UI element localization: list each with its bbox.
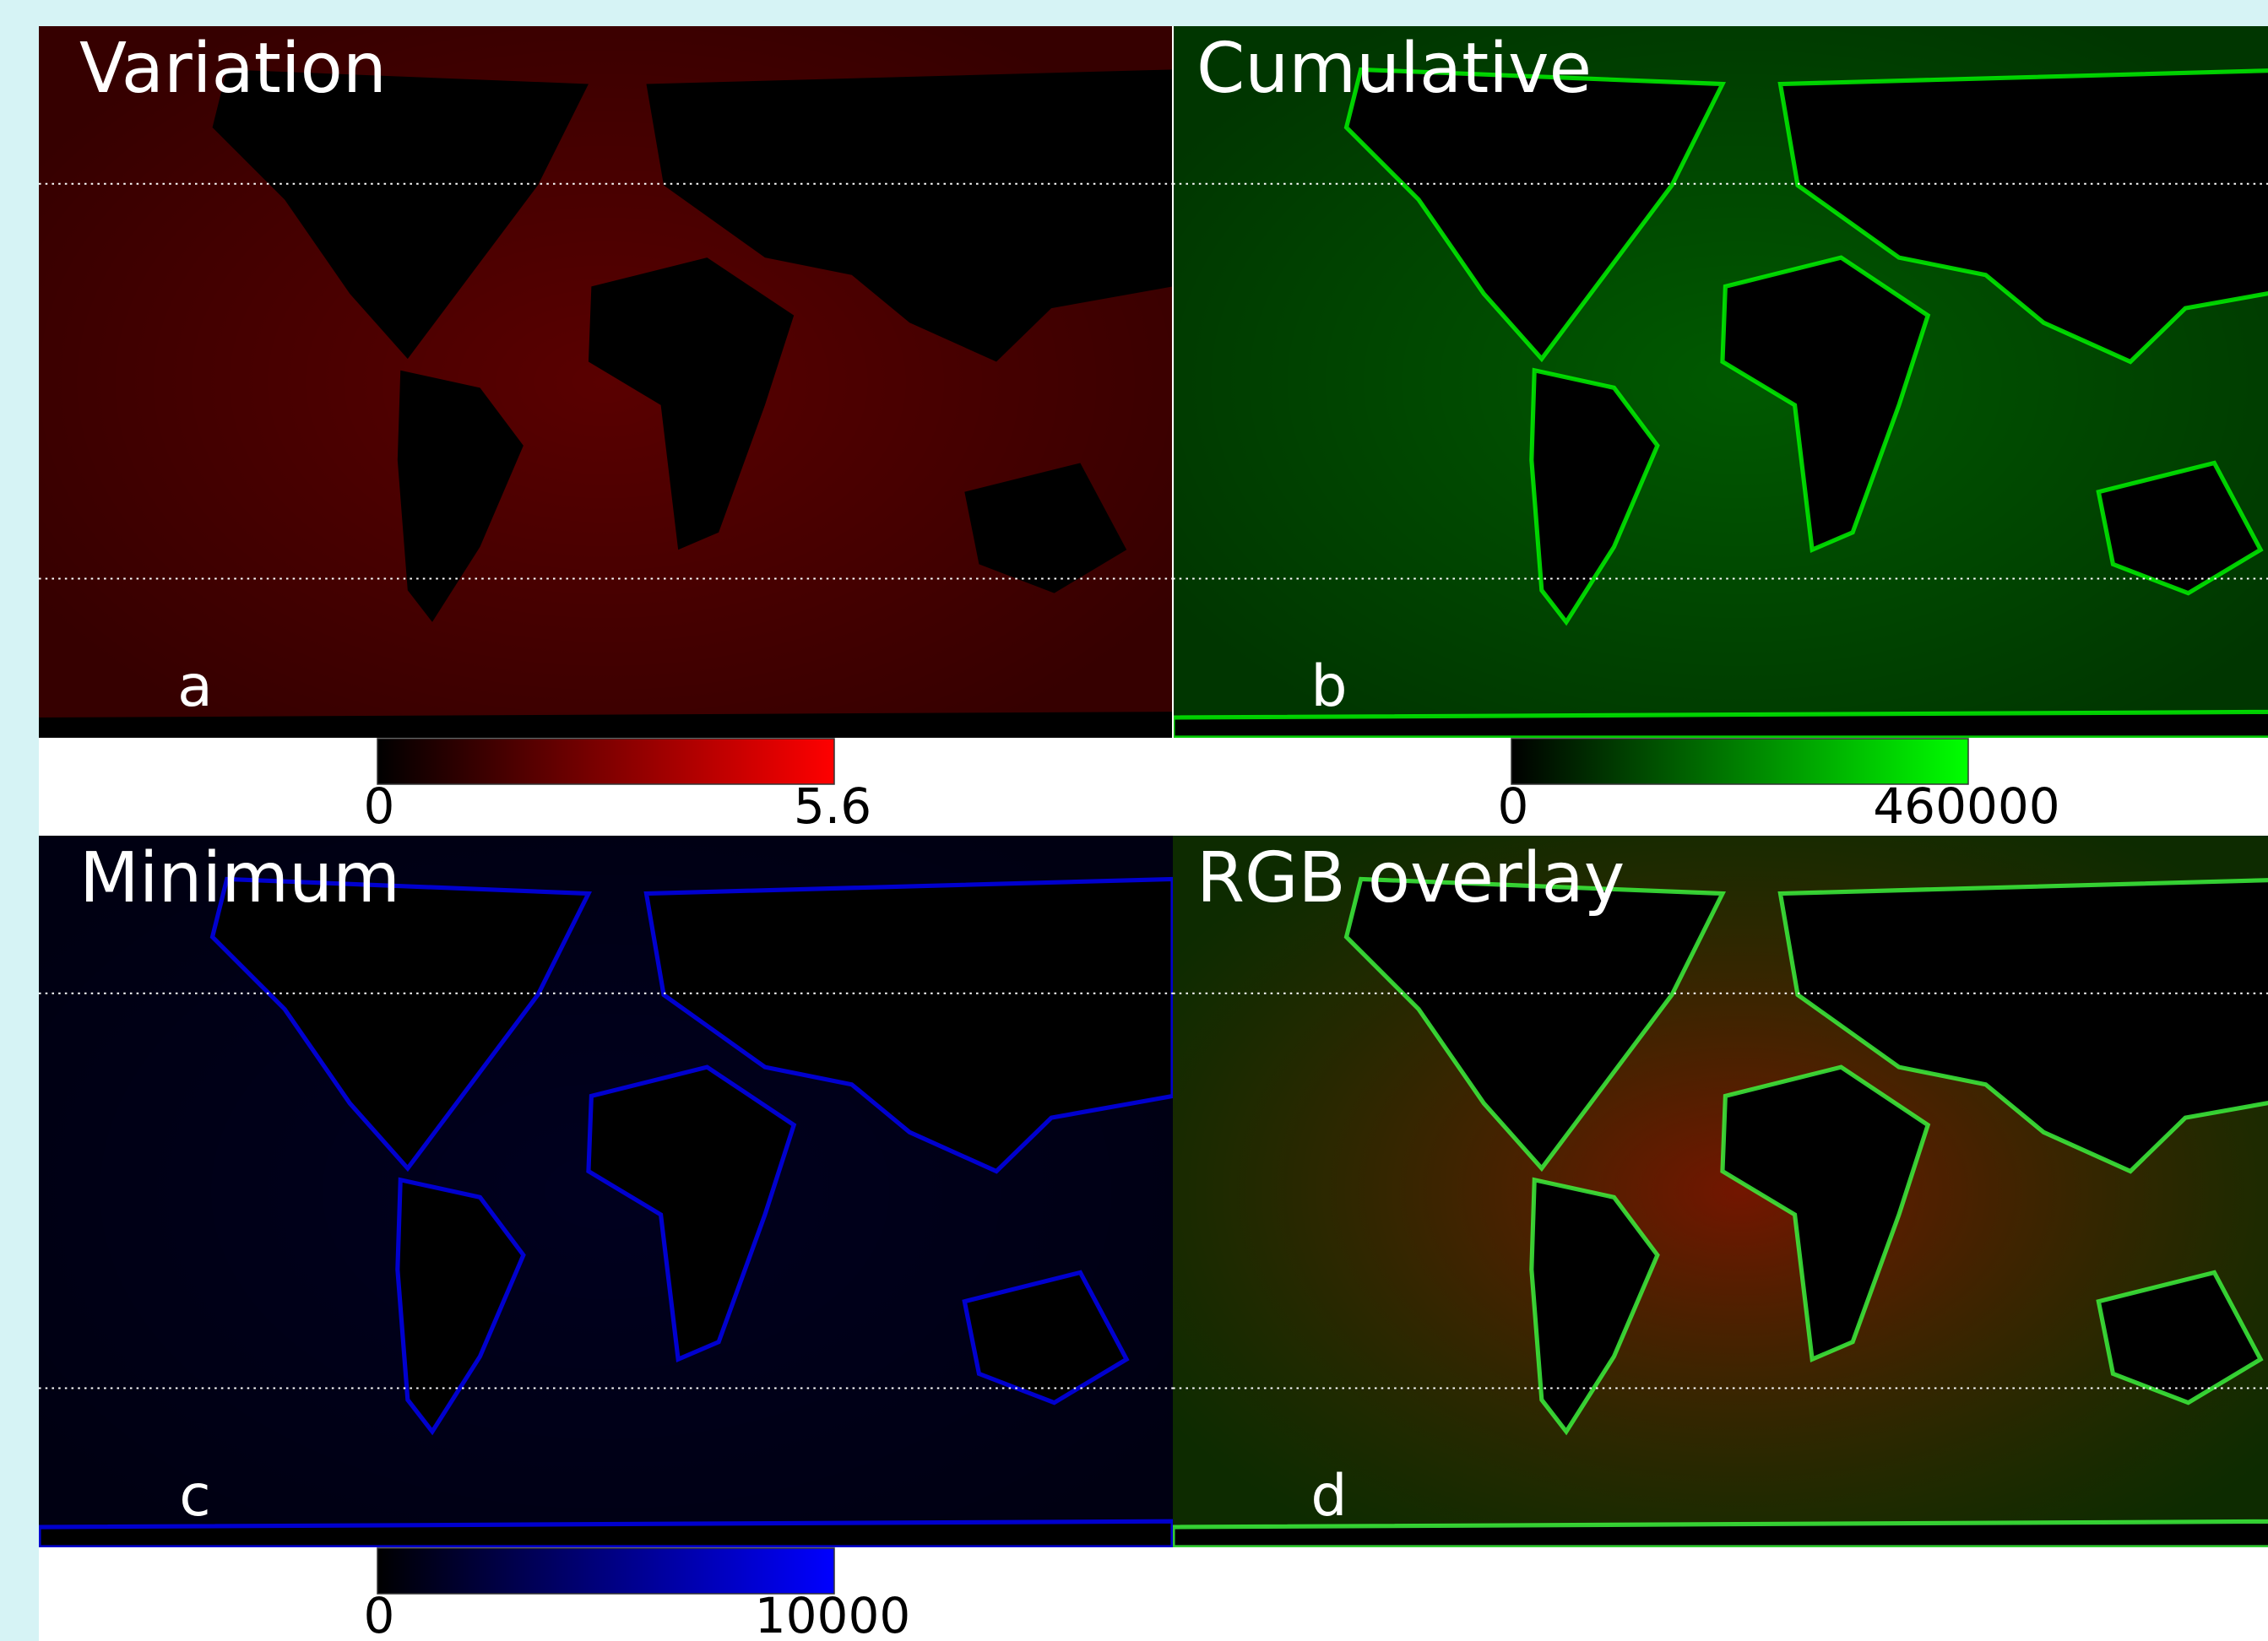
map (1173, 26, 2268, 738)
figure: Variation a 0 5.6 Cumulative b 0 460000 Minimum c… (0, 0, 2268, 1641)
map-panel: RGB overlay d (1173, 836, 2268, 1547)
panel-title: RGB overlay (1196, 838, 1625, 918)
panel-title: Minimum (79, 838, 400, 918)
panel-title: Cumulative (1196, 29, 1592, 109)
panel-title: Variation (79, 29, 387, 109)
panel-letter: c (179, 1463, 210, 1530)
colorbar (377, 739, 834, 784)
page: Variation a 0 5.6 Cumulative b 0 460000 Minimum c… (0, 0, 2268, 1641)
map-panel: Cumulative b (1173, 26, 2268, 738)
map (39, 836, 1173, 1547)
colorbar-max-label: 10000 (755, 1587, 911, 1641)
panel-letter: b (1310, 653, 1347, 720)
colorbar-min-label: 0 (364, 1587, 395, 1641)
map-panel: Minimum c (39, 836, 1173, 1547)
colorbar-min-label: 0 (364, 777, 395, 835)
map-panel: Variation a (39, 26, 1173, 738)
map (1173, 836, 2268, 1547)
panel-letter: a (177, 653, 213, 720)
colorbar-max-label: 460000 (1873, 777, 2059, 835)
colorbar-max-label: 5.6 (794, 777, 871, 835)
colorbar-min-label: 0 (1498, 777, 1529, 835)
map (39, 26, 1173, 738)
panel-letter: d (1310, 1463, 1347, 1530)
